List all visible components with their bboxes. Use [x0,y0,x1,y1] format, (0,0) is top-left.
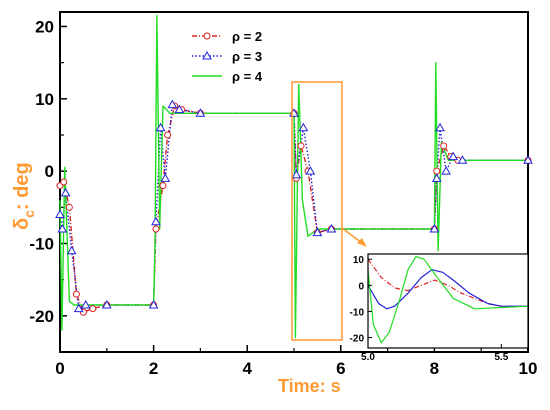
data-point-rho2 [65,203,73,211]
zoom-arrow-line [341,227,363,244]
data-point-rho2 [72,290,80,298]
y-tick-label: 0 [45,162,54,181]
inset-x-tick-label: 5.5 [494,352,508,363]
data-point-rho2 [297,142,305,150]
data-point-rho3 [431,173,442,182]
data-point-rho2 [440,142,448,150]
y-axis-label-subscript: c [21,210,37,218]
legend-marker-rho2 [203,32,211,40]
data-point-rho3 [429,224,440,233]
inset-y-tick-label: 10 [353,255,365,266]
series-line-rho3 [59,103,528,310]
inset-background [368,254,528,348]
y-tick-label: 10 [35,90,54,109]
y-tick-label: 20 [35,17,54,36]
data-point-rho3 [435,122,445,132]
data-point-rho3 [326,224,337,233]
inset-y-tick-label: 0 [358,281,364,292]
data-point-rho2 [433,167,441,175]
data-point-rho3 [80,299,91,309]
data-point-rho3 [291,169,302,179]
legend-marker-rho3 [202,50,212,60]
x-axis-label: Time: s [278,376,341,396]
inset-y-tick-label: -10 [350,307,365,318]
inset-x-tick-label: 5.0 [361,352,375,363]
x-tick-label: 4 [242,359,252,378]
inset-tick-labels: -20 -10 0 10 5.0 5.5 [350,255,509,363]
data-point-rho3 [155,122,166,132]
main-markers-group [55,99,533,316]
y-axis-label: δc: deg [11,162,37,230]
zoom-arrow-head [357,238,367,247]
data-point-rho3 [174,104,185,114]
x-tick-label: 0 [55,359,64,378]
legend-label-rho4: ρ = 4 [232,69,263,84]
data-point-rho2 [60,178,68,186]
legend-label-rho3: ρ = 3 [232,49,262,64]
y-tick-label: -20 [29,307,54,326]
y-axis-label-symbol: δ [11,218,33,230]
data-point-rho3 [151,216,161,226]
data-point-rho3 [298,122,309,132]
data-point-rho3 [523,155,533,164]
data-point-rho3 [167,99,178,109]
data-point-rho2 [159,182,167,190]
inset-y-tick-label: -20 [350,334,365,345]
data-point-rho2 [152,225,160,233]
data-point-rho3 [148,299,159,309]
y-axis-label-unit: : deg [11,162,33,210]
inset-series-line-rho4 [367,256,529,344]
inset-series-group [367,256,529,344]
x-tick-label: 6 [336,359,345,378]
zoom-highlight-box [291,81,343,341]
inset-axis-ticks [367,258,502,348]
x-tick-label: 10 [519,359,538,378]
data-point-rho3 [60,187,71,197]
data-point-rho3 [55,209,65,219]
x-tick-label: 2 [149,359,158,378]
inset-plot-frame [367,253,529,349]
data-point-rho3 [195,108,206,117]
legend-label-rho2: ρ = 2 [232,29,262,44]
data-point-rho3 [312,227,323,237]
data-point-rho2 [89,305,97,313]
data-point-rho3 [101,299,112,309]
data-point-rho3 [66,245,77,255]
data-point-rho3 [448,151,458,161]
data-point-rho2 [164,131,172,139]
data-point-rho3 [305,166,316,175]
data-point-rho3 [457,155,468,164]
data-point-rho3 [57,224,68,233]
data-point-rho3 [160,173,171,182]
y-tick-label: -10 [29,234,54,253]
legend: ρ = 2 ρ = 3 ρ = 4 [192,29,263,84]
data-point-rho3 [441,166,451,175]
data-point-rho3 [73,303,84,313]
main-tick-labels: 0 2 4 6 8 10 -20 -10 0 10 20 [29,17,537,378]
x-tick-label: 8 [430,359,439,378]
